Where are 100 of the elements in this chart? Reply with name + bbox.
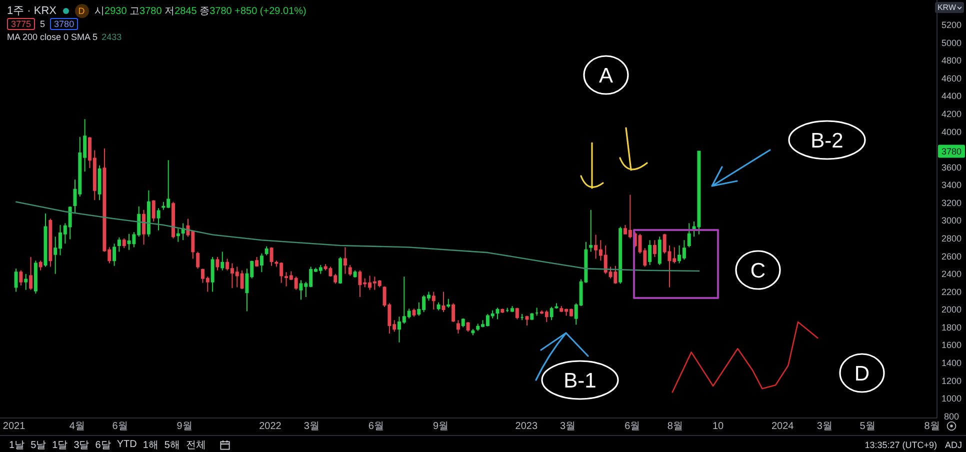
candlestick [14,268,18,292]
y-tick-label: 2800 [941,234,962,244]
annotation: 5 [40,19,46,29]
x-tick-label: 6월 [368,421,384,432]
candlestick [34,260,38,294]
candlestick [525,315,529,326]
candlestick [589,209,593,252]
candlestick [38,260,42,271]
x-tick-label: 3월 [560,421,576,432]
annotation: 3775 [7,18,36,30]
candlestick [172,201,176,239]
candlestick [436,302,440,311]
candlestick [220,251,224,271]
x-tick-label: 8월 [924,421,940,432]
candlestick [117,236,121,252]
text: 1날 5날 1달 3달 6달 YTD 1해 5해 전체 [9,439,206,450]
candlestick [446,298,450,308]
y-tick-label: 4800 [941,56,962,66]
candlestick [353,270,357,278]
y-tick-label: 3000 [941,216,962,226]
y-tick-label: 3600 [941,162,962,172]
candlestick [520,313,524,321]
candlestick [506,307,510,313]
x-tick-label: 2023 [515,421,538,432]
x-tick-label: 2024 [771,421,794,432]
x-tick-label: 2021 [2,421,26,432]
y-tick-label: 1600 [941,340,962,350]
candlestick [500,308,504,314]
annotation: 2433 [102,32,122,42]
y-tick-label: 5000 [941,38,962,48]
candlestick [510,305,514,313]
x-tick-label: 4월 [69,421,85,432]
candlestick [515,307,519,320]
candlestick [432,291,436,310]
y-tick-label: 1000 [941,394,962,404]
candlestick [442,291,446,313]
x-tick-label: 3월 [816,421,832,432]
candlestick [98,164,102,201]
candlestick [530,312,534,321]
candlestick [648,240,652,266]
candlestick [687,222,691,248]
candlestick [196,251,200,270]
y-tick-label: 3200 [941,198,962,208]
candlestick [210,256,214,292]
x-tick-label: 6월 [112,421,128,432]
candlestick [652,240,656,258]
x-tick-label: 9월 [176,421,192,432]
chart-title: 1주 · KRX [7,4,57,18]
candlestick [550,306,554,321]
candlestick [658,236,662,266]
annotation: D [854,362,870,386]
candlestick [24,273,28,290]
y-tick-label: 1400 [941,358,962,368]
candlestick [264,246,268,256]
candlestick [142,209,146,246]
candlestick [29,256,33,290]
candlestick [156,208,160,231]
y-tick-label: 2600 [941,251,962,262]
candlestick [456,320,460,334]
text: 13:35:27 (UTC+9) [864,440,937,450]
candlestick [19,270,23,286]
candlestick [471,328,475,336]
annotation: B-1 [564,369,596,392]
x-tick-label: 5월 [860,421,876,432]
y-tick-label: 2000 [941,304,962,315]
candlestick [535,307,539,316]
candlestick [554,302,558,310]
candlestick [496,307,500,320]
x-tick-label: 3월 [304,421,320,432]
x-tick-label: 8월 [667,421,683,432]
y-tick-label: 2200 [941,286,962,297]
y-tick-label: 4400 [941,91,962,102]
text: KRW [937,3,956,12]
annotation: 시2930 고3780 저2845 종3780 +850 (+29.01%) [94,6,306,16]
y-tick-label: 4000 [941,126,962,137]
candlestick [216,256,220,271]
candlestick [122,238,126,249]
x-tick-label: 9월 [432,421,449,432]
line-series [672,321,818,393]
x-tick-label: 10 [712,421,724,432]
candlestick [48,218,52,268]
annotation: A [598,64,614,88]
candlestick [461,318,465,328]
candlestick [412,308,416,318]
candlestick [255,256,259,268]
candlestick [618,226,622,284]
y-tick-label: 4600 [941,73,962,84]
candlestick [338,256,342,284]
y-tick-label: 5200 [941,20,962,30]
candlestick [176,228,180,242]
candlestick [112,243,116,266]
candlestick [44,212,48,268]
y-tick-label: 800 [944,411,960,422]
text: ADJ [944,440,962,450]
text: MA 200 close 0 SMA 5 [7,32,98,42]
x-tick-label: 6월 [624,421,640,432]
candlestick [152,200,156,222]
candlestick [343,246,347,274]
candlestick [348,264,352,276]
annotation: B-2 [810,129,844,152]
